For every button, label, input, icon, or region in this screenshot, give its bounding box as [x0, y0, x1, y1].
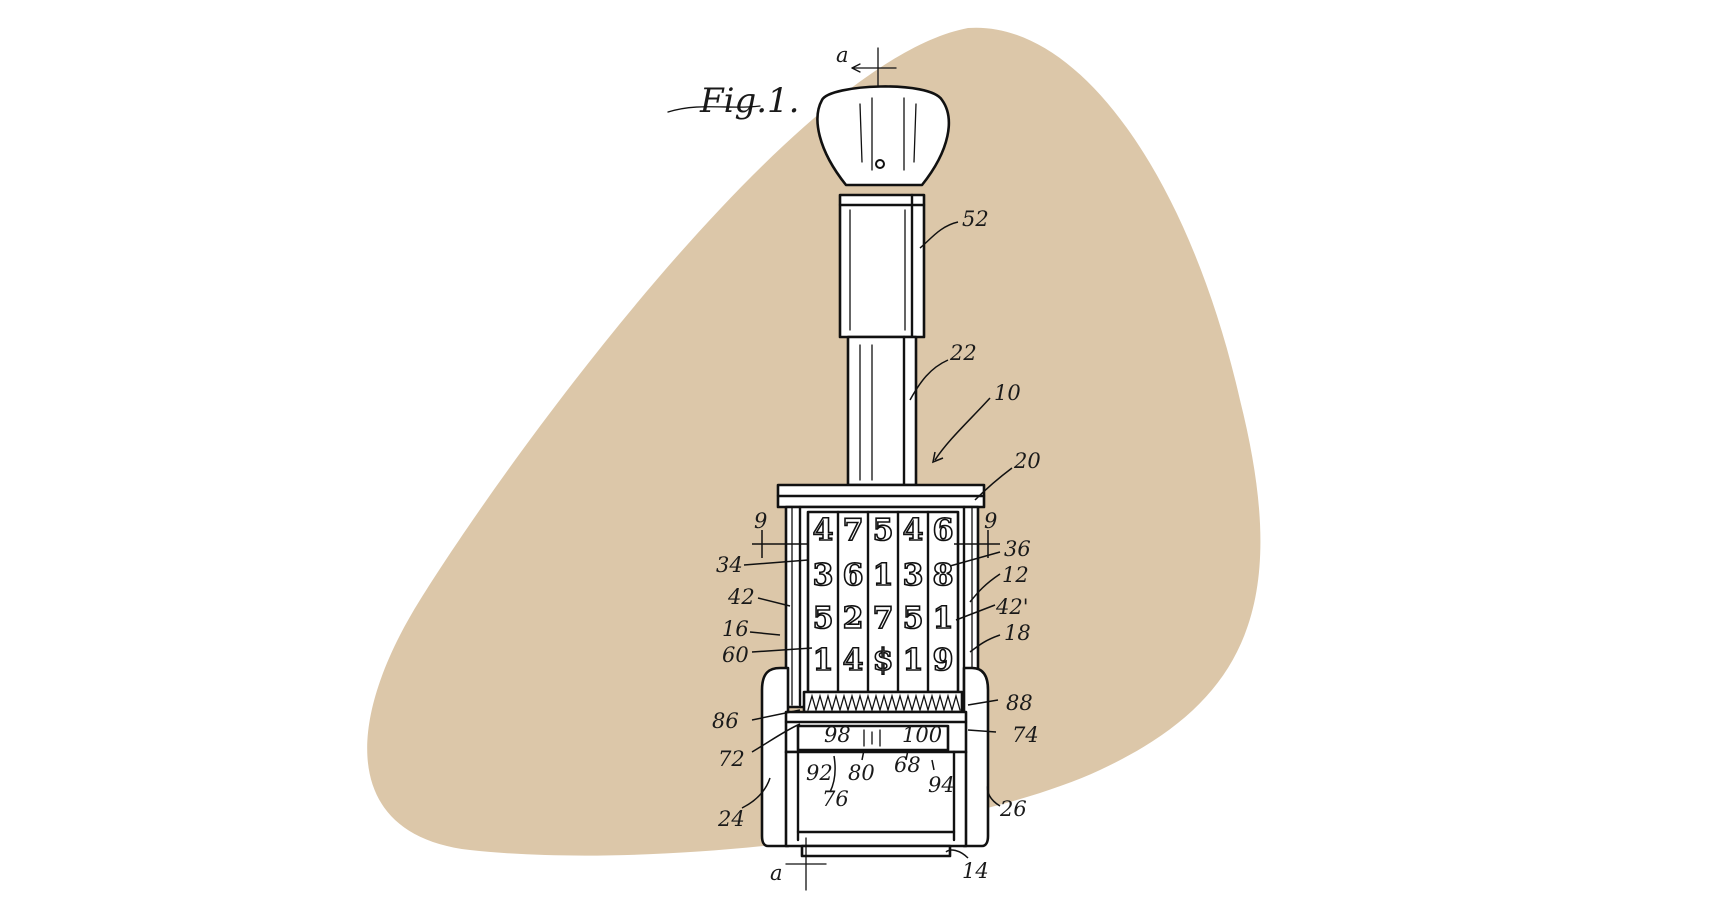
wheel-2-digit-4: 4 [843, 643, 864, 678]
callout-94: 94 [928, 773, 955, 797]
callouts: 52 22 10 20 9 9 34 36 12 42 42' 16 18 60… [712, 207, 1041, 883]
leader-lines [741, 221, 1013, 859]
type-wheels: 4 7 5 4 6 3 6 1 3 8 5 2 7 5 1 1 4 $ 1 9 [806, 510, 960, 694]
print-pad [800, 844, 952, 858]
section-marker-bottom: a [770, 837, 827, 891]
callout-26: 26 [999, 797, 1027, 821]
section-marker-bottom-label: a [770, 861, 783, 885]
callout-92: 92 [806, 761, 833, 785]
callout-18: 18 [1004, 621, 1031, 645]
wheel-2-digit-3: 2 [843, 601, 864, 636]
callout-42-prime: 42' [995, 595, 1029, 619]
callout-74: 74 [1012, 723, 1039, 747]
callout-86: 86 [712, 709, 739, 733]
wheel-4-digit-1: 4 [903, 513, 924, 548]
wheel-5-digit-2: 8 [933, 558, 954, 593]
callout-80: 80 [848, 761, 875, 785]
callout-36: 36 [1004, 537, 1031, 561]
callout-68: 68 [894, 753, 921, 777]
wheel-3-digit-3: 7 [873, 601, 894, 636]
ratchet-teeth [802, 690, 964, 714]
base-housing [760, 666, 990, 848]
callout-98: 98 [824, 723, 851, 747]
wheel-3-digit-2: 1 [873, 558, 894, 593]
wheel-2-digit-2: 6 [843, 558, 864, 593]
top-plate [776, 483, 986, 509]
section-marker-top-label: a [836, 43, 849, 67]
callout-60: 60 [722, 643, 749, 667]
shaft [846, 335, 918, 487]
handle-knob [816, 85, 951, 187]
figure-label: Fig.1. [699, 81, 799, 121]
callout-10: 10 [994, 381, 1021, 405]
callout-22: 22 [949, 341, 977, 365]
wheel-5-digit-4: 9 [933, 643, 954, 678]
callout-72: 72 [718, 747, 745, 771]
wheel-4-digit-3: 5 [903, 601, 924, 636]
background-blob [367, 27, 1261, 856]
callout-12: 12 [1002, 563, 1029, 587]
wheel-1-digit-1: 4 [813, 513, 834, 548]
handle-sleeve [838, 193, 926, 339]
callout-24: 24 [717, 807, 745, 831]
wheel-3-digit-4: $ [873, 643, 894, 678]
wheel-1-digit-3: 5 [813, 601, 834, 636]
wheel-2-digit-1: 7 [843, 513, 864, 548]
section-marker-top: a [836, 43, 897, 87]
wheel-1-digit-2: 3 [813, 558, 834, 593]
wheel-5-digit-3: 1 [933, 601, 954, 636]
figure-label-flourish [667, 105, 761, 113]
callout-42: 42 [727, 585, 755, 609]
callout-52: 52 [962, 207, 989, 231]
wheel-4-digit-4: 1 [903, 643, 924, 678]
callout-76: 76 [822, 787, 849, 811]
callout-20: 20 [1013, 449, 1041, 473]
callout-88: 88 [1006, 691, 1033, 715]
wheel-1-digit-4: 1 [813, 643, 834, 678]
wheel-5-digit-1: 6 [933, 513, 954, 548]
callout-34: 34 [716, 553, 743, 577]
callout-9-right: 9 [984, 509, 997, 533]
callout-100: 100 [902, 723, 942, 747]
wheel-3-digit-1: 5 [873, 513, 894, 548]
callout-16: 16 [722, 617, 749, 641]
callout-9-left: 9 [754, 509, 767, 533]
wheel-4-digit-2: 3 [903, 558, 924, 593]
callout-14: 14 [962, 859, 989, 883]
